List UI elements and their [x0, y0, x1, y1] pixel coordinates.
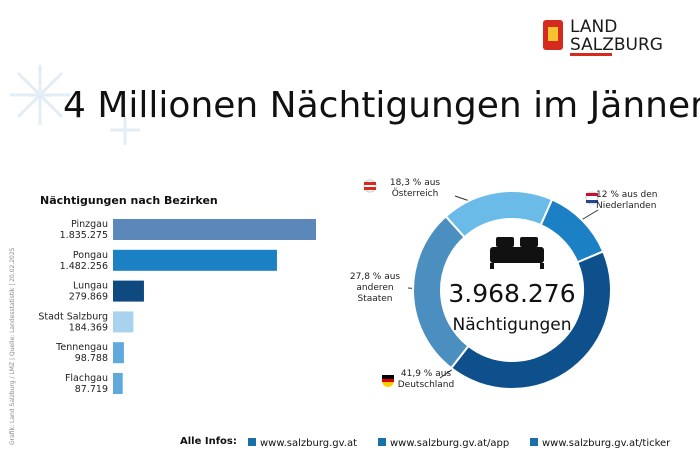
bar — [113, 342, 124, 364]
footer-link[interactable]: www.salzburg.gv.at — [260, 438, 357, 449]
source: Grafik: Land Salzburg / LMZ | Quelle: La… — [9, 247, 16, 445]
value-label: 41,9 % — [400, 369, 433, 379]
segment-label: 41,9 % aus Deutschland — [395, 369, 457, 391]
link-icon — [248, 438, 256, 446]
segment-label: 18,3 % aus Österreich — [380, 178, 450, 200]
center-value: 3.968.276 — [448, 279, 575, 308]
category-label: aus den Niederlanden — [596, 190, 658, 211]
value-label: 12 % — [596, 190, 619, 200]
category-label: aus Deutschland — [397, 369, 455, 390]
category-label: Flachgau — [65, 373, 108, 384]
segment-label: 27,8 % aus anderen Staaten — [345, 272, 405, 305]
category-label: Pinzgau — [71, 219, 108, 230]
value-label: 1.835.275 — [60, 230, 108, 241]
category-label: Tennengau — [55, 342, 108, 353]
bed-icon — [490, 237, 544, 269]
logo — [543, 20, 612, 56]
donut-segment — [449, 250, 612, 390]
segment-label: 12 % aus den Niederlanden — [596, 190, 668, 212]
value-label: 98.788 — [75, 353, 108, 364]
value-label: 1.482.256 — [60, 261, 108, 272]
bar — [113, 280, 144, 302]
donut-segment — [412, 215, 470, 370]
bar-chart-title: Nächtigungen nach Bezirken — [40, 194, 218, 207]
category-label: Stadt Salzburg — [38, 311, 108, 322]
category-label: Pongau — [73, 250, 108, 261]
link-icon — [530, 438, 538, 446]
footer-label: Alle Infos: — [180, 436, 237, 447]
bar — [113, 311, 134, 333]
category-label: aus Österreich — [391, 178, 441, 199]
flags — [363, 179, 599, 387]
bar — [113, 373, 123, 394]
logo-text: LAND — [570, 17, 617, 37]
link-icon — [378, 438, 386, 446]
value-label: 87.719 — [75, 384, 108, 395]
center-text: Nächtigungen — [452, 315, 571, 335]
category-label: Lungau — [73, 281, 108, 292]
category-label: aus anderen Staaten — [356, 272, 401, 304]
bar — [113, 249, 277, 271]
footer-link[interactable]: www.salzburg.gv.at/ticker — [542, 438, 671, 449]
value-label: 184.369 — [69, 322, 108, 333]
bar — [113, 219, 316, 240]
logo-text: SALZBURG — [570, 35, 663, 55]
snowflake — [10, 65, 140, 145]
footer-link[interactable]: www.salzburg.gv.at/app — [390, 438, 509, 449]
donut-segment — [539, 198, 605, 264]
title: 4 Millionen Nächtigungen im Jänner — [63, 85, 700, 126]
value-label: 279.869 — [69, 292, 108, 303]
value-label: 27,8 % — [349, 272, 382, 282]
value-label: 18,3 % — [389, 178, 422, 188]
